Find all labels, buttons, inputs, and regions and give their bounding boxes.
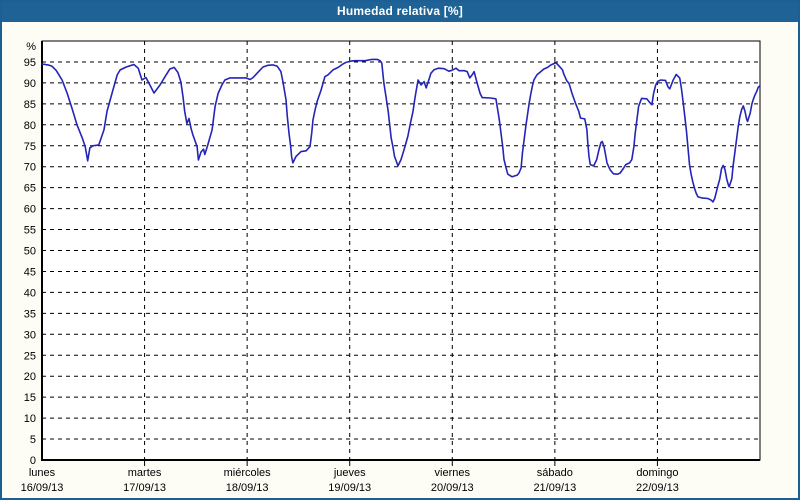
y-tick-label: 0 [30, 455, 36, 467]
y-tick-label: 65 [24, 183, 36, 195]
y-tick-label: 50 [24, 246, 36, 258]
x-day-label: lunes [29, 467, 56, 479]
y-tick-label: 35 [24, 308, 36, 320]
y-tick-label: 45 [24, 266, 36, 278]
y-tick-label: 80 [24, 120, 36, 132]
x-day-label: domingo [636, 467, 678, 479]
title-bar: Humedad relativa [%] [0, 0, 800, 22]
y-tick-label: 10 [24, 413, 36, 425]
x-date-label: 18/09/13 [226, 482, 269, 494]
x-day-label: jueves [333, 467, 366, 479]
y-tick-label: 90 [24, 78, 36, 90]
x-day-label: miércoles [224, 467, 272, 479]
x-day-label: sábado [537, 467, 573, 479]
y-tick-label: 30 [24, 329, 36, 341]
y-tick-label: 5 [30, 434, 36, 446]
y-tick-label: 85 [24, 99, 36, 111]
x-date-label: 20/09/13 [431, 482, 474, 494]
x-date-label: 21/09/13 [533, 482, 576, 494]
x-date-label: 19/09/13 [328, 482, 371, 494]
x-day-label: viernes [435, 467, 471, 479]
y-tick-label: 40 [24, 287, 36, 299]
window-title: Humedad relativa [%] [336, 4, 464, 18]
humidity-line-chart: 0 5 10 15 20 25 30 35 40 45 50 55 60 65 70 75 80 85 90 95% l… [21, 40, 761, 494]
humidity-series-line [41, 58, 761, 203]
y-tick-label: 20 [24, 371, 36, 383]
y-tick-label: 15 [24, 392, 36, 404]
y-tick-label: 95 [24, 57, 36, 69]
y-tick-label: 55 [24, 225, 36, 237]
x-date-label: 22/09/13 [636, 482, 679, 494]
chart-area: 0 5 10 15 20 25 30 35 40 45 50 55 60 65 70 75 80 85 90 95% l… [0, 22, 800, 500]
y-tick-label: 70 [24, 162, 36, 174]
y-tick-label: 25 [24, 350, 36, 362]
x-date-label: 17/09/13 [123, 482, 166, 494]
x-day-label: martes [128, 467, 162, 479]
plot-background [42, 41, 760, 460]
x-date-label: 16/09/13 [21, 482, 64, 494]
y-tick-label: 60 [24, 204, 36, 216]
y-tick-label: 75 [24, 141, 36, 153]
y-axis-unit-label: % [26, 41, 36, 53]
